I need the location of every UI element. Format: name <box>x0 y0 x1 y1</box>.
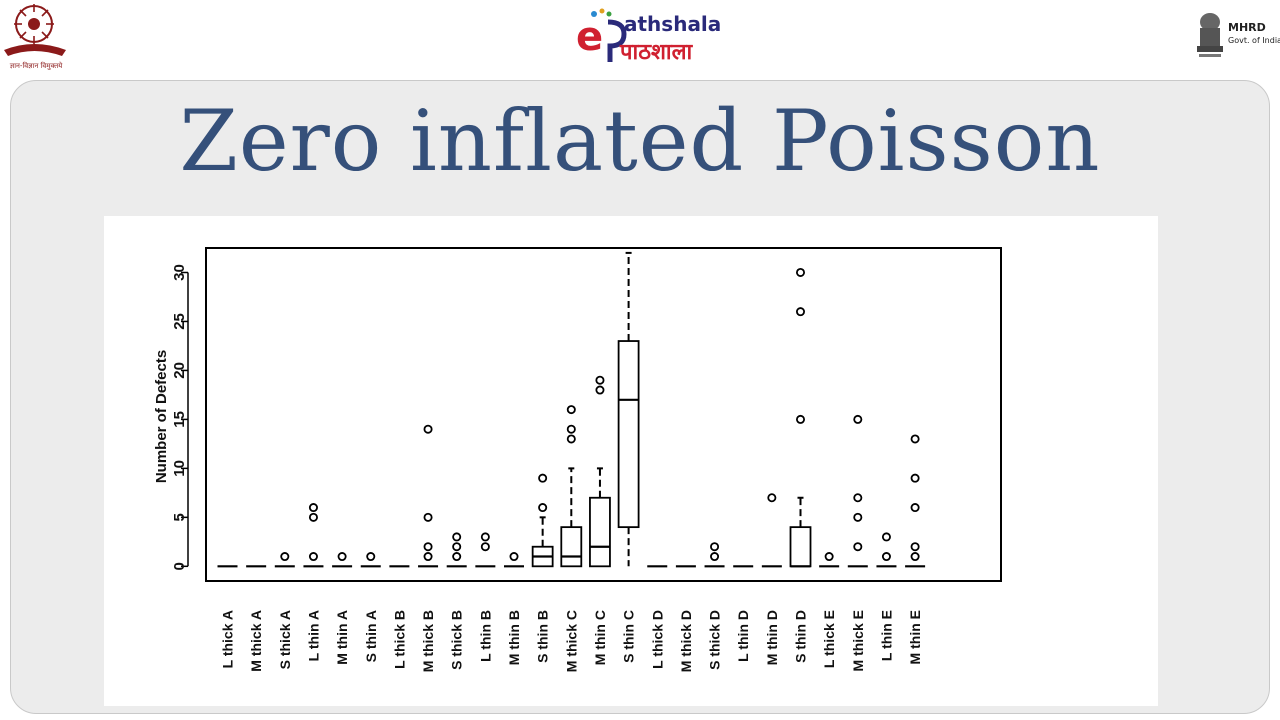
national-emblem-icon <box>1197 13 1223 57</box>
x-category-label: S thick D <box>707 610 723 670</box>
outlier-point <box>308 552 318 562</box>
outlier-point <box>452 532 462 542</box>
outlier-point <box>910 473 920 483</box>
outlier-point <box>710 552 720 562</box>
x-category-label: S thin C <box>621 610 637 663</box>
outlier-point <box>337 552 347 562</box>
mhrd-logo: MHRD Govt. of India <box>1194 10 1280 68</box>
x-category-label: L thick B <box>391 610 407 669</box>
outlier-point <box>480 532 490 542</box>
outlier-point <box>853 493 863 503</box>
epathshala-e-icon: e <box>576 8 627 62</box>
epathshala-logo: e athshala पाठशाला <box>574 6 744 66</box>
x-category-label: M thick B <box>420 610 436 672</box>
figure-area: 0 5 10 15 20 25 30 Number of Defects L thick A M … <box>104 216 1158 706</box>
x-category-label: S thick A <box>277 610 293 669</box>
y-tick-label: 15 <box>171 411 188 428</box>
x-category-label: L thick D <box>649 610 665 669</box>
x-category-label: S thick B <box>449 610 465 670</box>
x-category-label: M thick A <box>248 610 264 672</box>
box <box>589 496 611 568</box>
y-tick-label: 10 <box>171 460 188 477</box>
outlier-point <box>853 512 863 522</box>
y-axis-label: Number of Defects <box>153 350 170 483</box>
y-tick-label: 5 <box>171 513 188 521</box>
outlier-point <box>796 307 806 317</box>
outlier-point <box>452 542 462 552</box>
x-category-label: L thin E <box>878 610 894 661</box>
outlier-point <box>452 552 462 562</box>
y-tick-label: 30 <box>171 264 188 281</box>
outlier-point <box>853 414 863 424</box>
outlier-point <box>853 542 863 552</box>
x-category-label: M thin A <box>334 610 350 665</box>
header-bar: ज्ञान-विज्ञान विमुक्तये e athshala पाठशा… <box>0 0 1280 78</box>
x-category-label: L thick A <box>220 610 236 668</box>
x-category-label: M thin D <box>764 610 780 665</box>
outlier-point <box>910 552 920 562</box>
ugc-emblem-icon <box>4 4 66 56</box>
outlier-point <box>480 542 490 552</box>
plot-frame <box>205 247 1002 582</box>
outlier-point <box>423 424 433 434</box>
x-category-label: M thick E <box>850 610 866 671</box>
outlier-point <box>796 414 806 424</box>
mhrd-label: MHRD <box>1228 21 1266 34</box>
x-category-label: S thin A <box>363 610 379 662</box>
x-category-label: S thin D <box>793 610 809 663</box>
ugc-logo: ज्ञान-विज्ञान विमुक्तये <box>0 0 72 76</box>
outlier-point <box>566 405 576 415</box>
outlier-point <box>509 552 519 562</box>
mhrd-subtitle: Govt. of India <box>1228 36 1280 45</box>
y-tick-label: 0 <box>171 562 188 570</box>
x-category-label: L thin A <box>305 610 321 661</box>
outlier-point <box>824 552 834 562</box>
outlier-point <box>595 385 605 395</box>
x-category-label: M thin B <box>506 610 522 665</box>
x-category-label: L thin B <box>477 610 493 662</box>
outlier-point <box>566 424 576 434</box>
box <box>789 526 812 568</box>
outlier-point <box>910 503 920 513</box>
x-category-label: M thin E <box>907 610 923 664</box>
outlier-point <box>595 375 605 385</box>
y-tick-label: 20 <box>171 362 188 379</box>
outlier-point <box>566 434 576 444</box>
brand-name-hindi: पाठशाला <box>620 40 693 65</box>
x-category-label: S thin B <box>535 610 551 663</box>
outlier-point <box>423 512 433 522</box>
x-category-label: M thin C <box>592 610 608 665</box>
outlier-point <box>910 542 920 552</box>
brand-name-english: athshala <box>624 12 722 36</box>
x-category-label: L thin D <box>735 610 751 662</box>
boxplot-chart: 0 5 10 15 20 25 30 Number of Defects L thick A M … <box>153 247 1002 672</box>
x-category-label: L thick E <box>821 610 837 668</box>
outlier-point <box>538 473 548 483</box>
x-category-label: M thick D <box>678 610 694 672</box>
outlier-point <box>308 512 318 522</box>
ugc-caption: ज्ञान-विज्ञान विमुक्तये <box>9 62 63 70</box>
outlier-point <box>796 267 806 277</box>
outlier-point <box>767 493 777 503</box>
outlier-point <box>308 503 318 513</box>
outlier-point <box>710 542 720 552</box>
outlier-point <box>366 552 376 562</box>
x-category-label: M thick C <box>563 610 579 672</box>
box <box>560 526 583 568</box>
svg-text:e: e <box>576 14 603 60</box>
slide-title: Zero inflated Poisson <box>179 92 1101 190</box>
outlier-point <box>881 532 891 542</box>
outlier-point <box>280 552 290 562</box>
outlier-point <box>538 503 548 513</box>
outlier-point <box>881 552 891 562</box>
y-tick-label: 25 <box>171 313 188 330</box>
box <box>617 340 640 529</box>
outlier-point <box>910 434 920 444</box>
outlier-point <box>423 552 433 562</box>
outlier-point <box>423 542 433 552</box>
